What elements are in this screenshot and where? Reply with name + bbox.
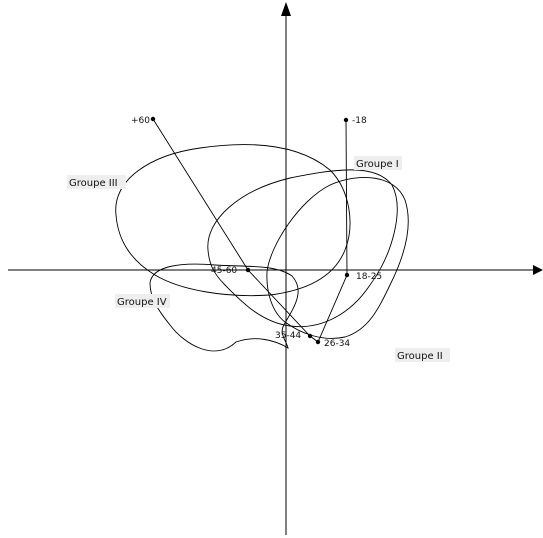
label-26-34: 26-34 [324, 339, 350, 349]
point-26-34 [315, 339, 321, 345]
groupe-i-contour [207, 169, 398, 328]
point-60-plus [150, 116, 156, 122]
groupe-ii-label-bg [395, 348, 450, 362]
groupe-ii-contour [266, 177, 409, 339]
label-60-plus: +60 [131, 116, 150, 126]
label-18-25: 18-25 [356, 272, 382, 282]
groupe-iv-label-bg [115, 294, 170, 308]
point-35-44 [307, 333, 313, 339]
age-trajectory [152, 118, 348, 343]
groupe-iii-label: Groupe III [69, 178, 118, 189]
vertical-axis-arrow [281, 2, 291, 16]
groupe-iv-contour [149, 263, 299, 352]
point-18-minus [343, 117, 349, 123]
point-45-60 [245, 267, 251, 273]
label-45-60: 45-60 [211, 266, 237, 276]
horizontal-axis-arrow [533, 265, 543, 275]
groupe-ii-label: Groupe II [397, 351, 443, 362]
label-35-44: 35-44 [275, 331, 301, 341]
groupe-iii-contour [115, 144, 351, 297]
groupe-iv-label: Groupe IV [117, 297, 167, 308]
groupe-iii-label-bg [67, 175, 126, 189]
groupe-i-label: Groupe I [356, 159, 399, 170]
point-18-25 [344, 272, 350, 278]
groupe-i-label-bg [354, 156, 402, 170]
label-18-minus: -18 [352, 116, 367, 126]
